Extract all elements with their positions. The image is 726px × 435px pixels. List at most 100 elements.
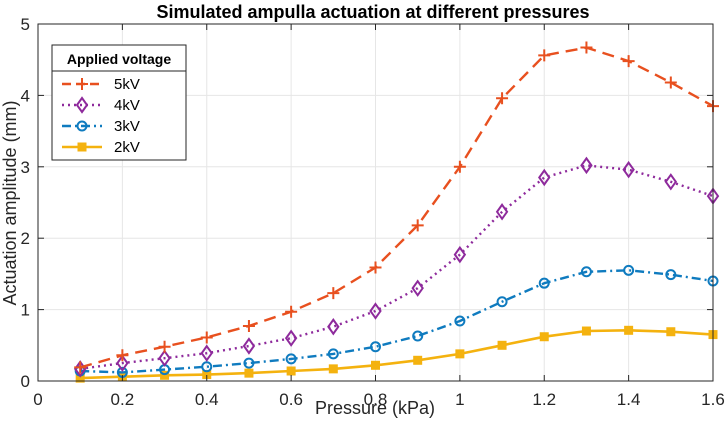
y-tick-labels: 0 1 2 3 4 5 [21,15,30,391]
data-point-5kv [411,219,424,232]
data-point-5kv [622,55,635,68]
data-point-3kv [201,361,213,373]
data-point-2kv [160,370,170,380]
y-axis-label: Actuation amplitude (mm) [0,100,20,305]
data-point-2kv [413,355,423,365]
axis-ticks [37,23,714,382]
data-point-2kv [371,360,380,370]
data-point-2kv [328,364,338,374]
data-point-2kv [624,325,634,335]
series-4kv [73,156,720,378]
x-tick-label: 1 [455,390,464,409]
legend-label-2kv: 2kV [114,139,140,156]
legend-items: 5kV 4kV 3kV 2kV [62,76,140,156]
data-point-4kv [158,349,171,367]
data-point-5kv [285,305,298,318]
data-point-4kv [327,318,340,336]
y-tick-label: 4 [21,86,30,105]
data-point-2kv [666,327,676,337]
data-point-4kv [369,302,382,320]
series-line-4kv [80,164,714,371]
legend-item-4kv: 4kV [62,96,140,114]
y-tick-label: 1 [21,301,30,320]
series-5kv [74,41,719,374]
data-point-5kv [369,261,382,274]
data-point-3kv [454,315,466,327]
data-point-2kv [286,366,296,376]
data-point-3kv [623,264,635,276]
legend-marker-4kv [75,96,89,114]
data-point-2kv [497,340,507,350]
x-tick-label: 1.4 [617,390,641,409]
data-point-3kv [412,330,424,342]
data-point-3kv [285,353,297,365]
data-point-5kv [74,361,87,374]
y-tick-label: 3 [21,158,30,177]
data-point-5kv [580,41,593,54]
series-3kv [74,264,719,378]
series-line-3kv [80,269,714,374]
series-line-5kv [79,46,714,369]
data-point-3kv [243,357,255,369]
data-point-4kv [453,245,467,264]
data-point-4kv [242,337,256,355]
data-point-4kv [411,279,424,297]
legend-label-3kv: 3kV [114,118,140,135]
data-point-5kv [538,49,551,62]
x-tick-label: 1.2 [532,390,556,409]
data-point-2kv [244,368,254,378]
legend-box [51,44,187,161]
data-point-5kv [116,349,129,362]
data-point-5kv [496,92,509,105]
x-tick-label: 0.6 [279,390,303,409]
data-point-3kv [538,277,550,289]
data-point-3kv [580,266,592,278]
x-tick-label: 0 [33,390,42,409]
data-point-5kv [453,160,466,173]
data-point-5kv [158,340,171,353]
x-axis-label: Pressure (kPa) [315,398,435,418]
data-point-3kv [665,269,677,281]
series-2kv [75,325,718,383]
x-tick-label: 0.4 [195,390,219,409]
x-tick-label: 0.8 [364,390,388,409]
data-point-3kv [496,296,508,308]
data-point-5kv [200,331,213,344]
y-tick-label: 2 [21,229,30,248]
legend-marker-5kv [76,78,88,90]
legend-title: Applied voltage [67,51,171,67]
series-line-2kv [80,328,714,380]
legend: Applied voltage 5kV 4kV 3kV 2kV [51,44,187,161]
data-point-3kv [370,341,381,353]
chart-title: Simulated ampulla actuation at different… [156,2,589,22]
data-point-2kv [539,332,549,342]
data-point-4kv [284,329,298,347]
legend-item-3kv: 3kV [62,118,140,135]
x-tick-label: 1.6 [701,390,725,409]
data-point-4kv [200,344,213,362]
data-point-4kv [580,156,593,175]
series-layer [73,41,720,383]
y-tick-label: 5 [21,15,30,34]
data-point-3kv [327,348,339,360]
legend-marker-2kv [77,142,87,152]
data-point-4kv [622,160,635,179]
legend-marker-3kv [76,120,88,132]
x-tick-labels: 0 0.2 0.4 0.6 0.8 1 1.2 1.4 1.6 [33,390,725,409]
x-tick-label: 0.2 [111,390,135,409]
y-tick-label: 0 [21,372,30,391]
data-point-4kv [116,354,129,372]
data-point-2kv [581,326,591,336]
legend-item-5kv: 5kV [62,76,140,93]
data-point-2kv [455,349,465,359]
data-point-4kv [495,203,509,221]
data-point-4kv [664,173,678,191]
data-point-5kv [664,76,677,89]
data-point-5kv [242,320,255,333]
legend-item-2kv: 2kV [62,139,140,156]
legend-label-5kv: 5kV [114,76,140,93]
data-point-4kv [538,168,551,187]
legend-label-4kv: 4kV [114,97,140,114]
data-point-5kv [327,287,340,300]
